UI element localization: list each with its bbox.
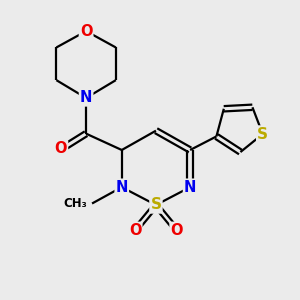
Text: O: O: [55, 141, 67, 156]
Text: O: O: [170, 223, 183, 238]
Text: CH₃: CH₃: [64, 197, 88, 210]
Text: O: O: [80, 24, 92, 39]
Text: N: N: [184, 180, 196, 195]
Text: N: N: [116, 180, 128, 195]
Text: S: S: [257, 127, 268, 142]
Text: S: S: [150, 197, 161, 212]
Text: N: N: [80, 91, 92, 106]
Text: O: O: [129, 223, 141, 238]
